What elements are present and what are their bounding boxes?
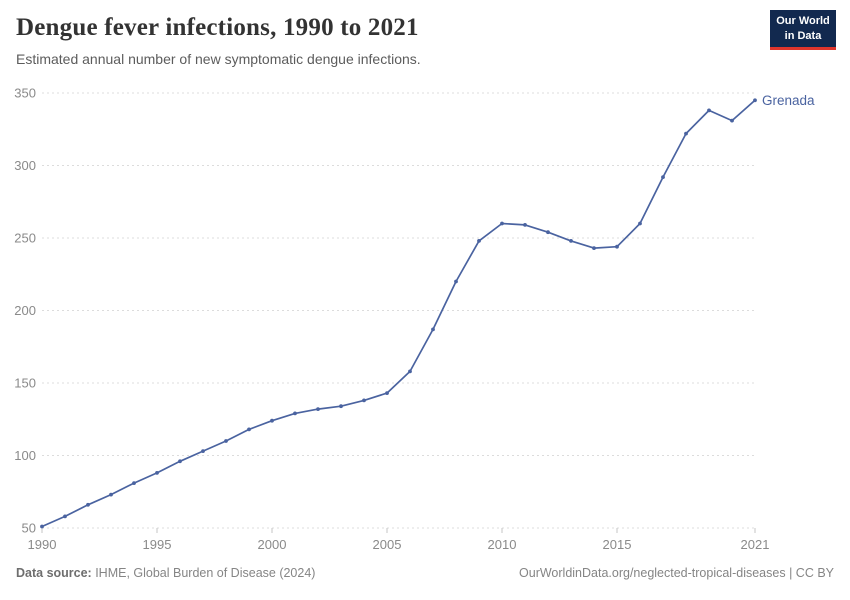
data-point[interactable] [569,239,573,243]
owid-url-link[interactable]: OurWorldinData.org/neglected-tropical-di… [519,566,786,580]
y-tick-label: 200 [14,303,36,318]
data-point[interactable] [201,449,205,453]
x-tick-label: 2015 [603,537,632,552]
data-point[interactable] [638,221,642,226]
page-title: Dengue fever infections, 1990 to 2021 [16,14,419,41]
y-tick-label: 250 [14,231,36,246]
data-point[interactable] [339,404,343,409]
series-line-grenada[interactable] [41,99,756,528]
data-point[interactable] [293,411,297,416]
data-point[interactable] [132,481,136,485]
data-point[interactable] [684,131,688,136]
owid-logo-line2: in Data [784,30,822,42]
x-tick-label: 2005 [373,537,402,552]
y-tick-label: 350 [14,86,36,101]
data-point[interactable] [270,418,274,423]
data-point[interactable] [109,492,113,497]
data-point[interactable] [661,175,665,180]
data-point[interactable] [615,244,619,249]
data-point[interactable] [178,459,182,464]
data-point[interactable] [753,98,757,103]
y-tick-label: 300 [14,158,36,173]
page-subtitle: Estimated annual number of new symptomat… [16,51,421,67]
x-tick-label: 1995 [143,537,172,552]
data-point[interactable] [408,369,412,374]
data-point[interactable] [707,108,711,113]
data-point[interactable] [431,327,435,332]
data-point[interactable] [63,514,67,519]
license-badge: CC BY [795,566,834,580]
data-point[interactable] [86,502,90,507]
y-tick-label: 150 [14,376,36,391]
data-point[interactable] [247,427,251,432]
x-tick-label: 2021 [741,537,770,552]
data-point[interactable] [730,118,734,123]
attribution: OurWorldinData.org/neglected-tropical-di… [519,566,834,580]
data-point[interactable] [592,246,596,251]
y-tick-label: 50 [22,521,36,536]
x-tick-label: 2000 [258,537,287,552]
data-point[interactable] [385,391,389,395]
owid-logo[interactable]: Our World in Data [770,10,836,50]
data-source-label: Data source: [16,566,92,580]
data-point[interactable] [477,239,481,243]
owid-logo-line1: Our World [776,15,830,27]
chart-footer: Data source: IHME, Global Burden of Dise… [16,566,834,580]
data-point[interactable] [362,398,366,403]
data-point[interactable] [454,279,458,284]
x-tick-label: 1990 [28,537,57,552]
attribution-separator: | [785,566,796,580]
y-tick-label: 100 [14,448,36,463]
data-source: Data source: IHME, Global Burden of Dise… [16,566,315,580]
data-point[interactable] [224,439,228,443]
data-point[interactable] [316,407,320,411]
data-source-text: IHME, Global Burden of Disease (2024) [91,566,316,580]
x-tick-label: 2010 [488,537,517,552]
data-point[interactable] [546,230,550,235]
entity-label-grenada[interactable]: Grenada [762,93,815,108]
data-point[interactable] [40,524,44,529]
data-point[interactable] [500,221,504,226]
data-point[interactable] [523,223,527,227]
data-point[interactable] [155,471,159,475]
